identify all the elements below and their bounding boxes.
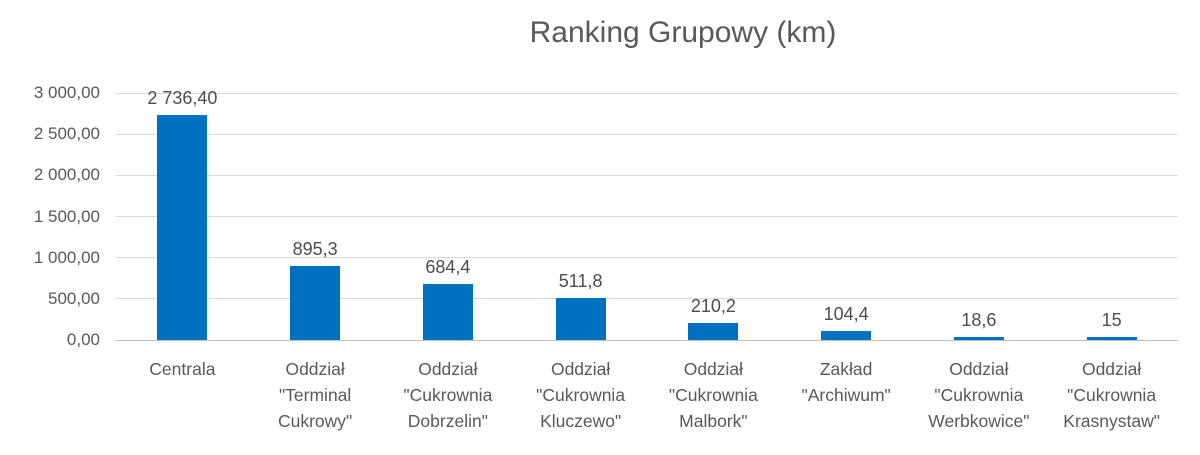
category-label: Zakład "Archiwum" bbox=[801, 359, 891, 405]
y-tick-label: 0,00 bbox=[66, 330, 100, 349]
gridline bbox=[116, 133, 1178, 135]
bar-value-label: 895,3 bbox=[292, 239, 338, 259]
y-tick-label: 3 000,00 bbox=[33, 83, 100, 102]
y-tick-label: 2 000,00 bbox=[33, 165, 100, 185]
gridline bbox=[116, 257, 1178, 259]
bar-value-label: 210,2 bbox=[690, 296, 736, 316]
gridline bbox=[116, 92, 1178, 94]
gridline bbox=[116, 339, 1178, 341]
category-label: Oddział "Cukrownia Werbkowice" bbox=[928, 359, 1030, 431]
y-tick-label: 2 500,00 bbox=[33, 124, 100, 144]
bar-value-label: 684,4 bbox=[425, 257, 471, 277]
bar bbox=[157, 115, 208, 340]
category-label: Oddział "Cukrownia Dobrzelin" bbox=[403, 359, 493, 431]
category-label: Oddział "Terminal Cukrowy" bbox=[277, 359, 353, 431]
bar-value-label: 2 736,40 bbox=[147, 88, 218, 108]
bar-value-label: 511,8 bbox=[558, 271, 603, 291]
bar bbox=[953, 337, 1004, 340]
gridline bbox=[116, 216, 1178, 217]
bar-value-label: 104,4 bbox=[823, 304, 869, 324]
bar bbox=[422, 284, 473, 340]
bar bbox=[821, 331, 872, 340]
bar bbox=[290, 266, 341, 340]
category-label: Oddział "Cukrownia Malbork" bbox=[668, 359, 758, 431]
category-label: Centrala bbox=[149, 359, 216, 379]
bar bbox=[1086, 337, 1137, 340]
gridline bbox=[116, 298, 1178, 300]
y-tick-label: 1 000,00 bbox=[33, 247, 100, 267]
gridline bbox=[116, 174, 1178, 176]
y-tick-label: 500,00 bbox=[48, 288, 100, 308]
y-tick-label: 1 500,00 bbox=[33, 206, 100, 226]
chart-title: Ranking Grupowy (km) bbox=[529, 16, 837, 49]
category-label: Oddział "Cukrownia Krasnystaw" bbox=[1063, 359, 1160, 431]
bar bbox=[688, 323, 739, 340]
bar-value-label: 15 bbox=[1101, 310, 1122, 330]
bar-value-label: 18,6 bbox=[961, 310, 997, 330]
bar bbox=[555, 298, 606, 340]
category-label: Oddział "Cukrownia Kluczewo" bbox=[536, 359, 626, 431]
